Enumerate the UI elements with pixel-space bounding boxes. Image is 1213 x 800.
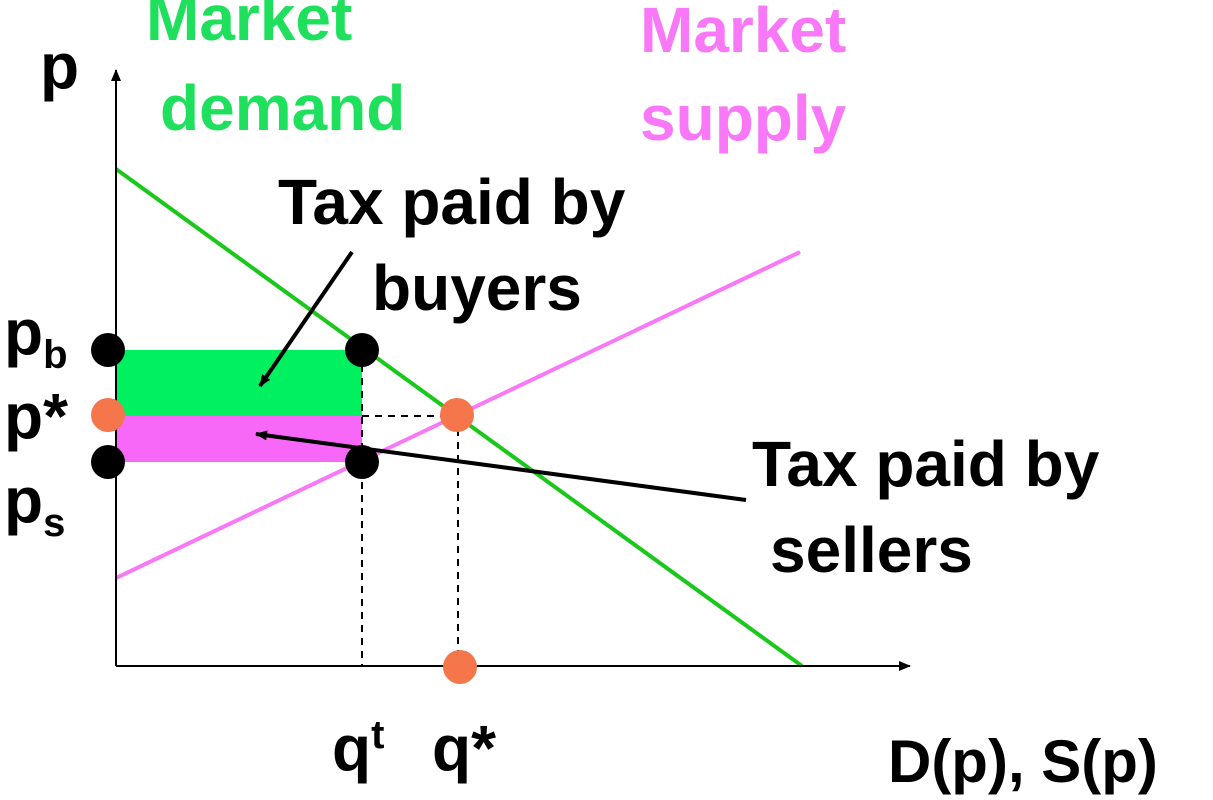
equilibrium-dot	[440, 398, 474, 432]
quantity-axis-label: D(p), S(p)	[888, 728, 1158, 795]
qt-label: qt	[332, 712, 385, 784]
supply-label-line1: Market	[640, 0, 847, 66]
buyers-tax-arrow	[258, 250, 354, 388]
pstar-axis-dot	[91, 398, 125, 432]
buyer-tax-area	[116, 350, 362, 416]
pstar-label: p*	[4, 380, 68, 452]
qstar-axis-dot	[443, 650, 477, 684]
sellers-tax-arrow	[255, 430, 747, 502]
pb-demand-dot	[345, 333, 379, 367]
ps-supply-dot	[345, 445, 379, 479]
pb-label: pb	[4, 296, 68, 377]
ps-label: ps	[4, 464, 66, 545]
demand-label-line2: demand	[160, 72, 406, 144]
pb-axis-dot	[91, 333, 125, 367]
demand-label-line1: Market	[146, 0, 353, 54]
tax-sellers-label-line2: sellers	[770, 514, 973, 586]
tax-buyers-label-line1: Tax paid by	[278, 166, 626, 238]
supply-label-line2: supply	[640, 82, 847, 154]
price-axis-label: p	[40, 30, 80, 102]
tax-sellers-label-line1: Tax paid by	[752, 428, 1100, 500]
qstar-label: q*	[432, 712, 496, 784]
tax-buyers-label-line2: buyers	[372, 252, 582, 324]
seller-tax-area	[116, 416, 362, 462]
ps-axis-dot	[91, 445, 125, 479]
